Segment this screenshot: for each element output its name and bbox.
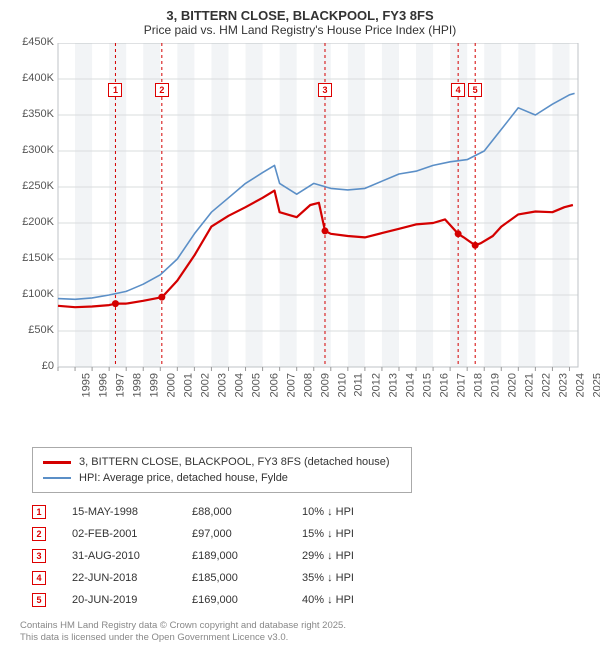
y-axis-label: £250K	[12, 180, 54, 192]
x-axis-label: 1996	[98, 373, 110, 397]
y-axis-label: £400K	[12, 72, 54, 84]
sale-date: 02-FEB-2001	[72, 528, 192, 540]
y-axis-label: £350K	[12, 108, 54, 120]
legend-swatch-blue	[43, 477, 71, 479]
footer-line2: This data is licensed under the Open Gov…	[20, 632, 346, 644]
sale-date: 20-JUN-2019	[72, 594, 192, 606]
sale-num-box: 3	[32, 549, 46, 563]
legend-row-red: 3, BITTERN CLOSE, BLACKPOOL, FY3 8FS (de…	[43, 454, 401, 470]
x-axis-label: 2023	[558, 373, 570, 397]
y-axis-label: £450K	[12, 36, 54, 48]
sale-row: 4 22-JUN-2018£185,00035% ↓ HPI	[32, 567, 588, 589]
title-block: 3, BITTERN CLOSE, BLACKPOOL, FY3 8FS Pri…	[12, 8, 588, 37]
x-axis-label: 2000	[166, 373, 178, 397]
legend-swatch-red	[43, 461, 71, 464]
sale-table: 1 15-MAY-1998£88,00010% ↓ HPI 2 02-FEB-2001…	[32, 501, 588, 611]
x-axis-label: 2024	[575, 373, 587, 397]
y-axis-label: £50K	[12, 324, 54, 336]
x-axis-label: 2007	[285, 373, 297, 397]
x-axis-label: 2006	[268, 373, 280, 397]
sale-row: 3 31-AUG-2010£189,00029% ↓ HPI	[32, 545, 588, 567]
x-axis-label: 2002	[200, 373, 212, 397]
x-axis-label: 2017	[456, 373, 468, 397]
sale-date: 15-MAY-1998	[72, 506, 192, 518]
x-axis-label: 2005	[251, 373, 263, 397]
y-axis-label: £300K	[12, 144, 54, 156]
sale-delta: 15% ↓ HPI	[302, 528, 402, 540]
sale-num-box: 1	[32, 505, 46, 519]
x-axis-label: 2015	[421, 373, 433, 397]
sale-price: £88,000	[192, 506, 302, 518]
sale-row: 2 02-FEB-2001£97,00015% ↓ HPI	[32, 523, 588, 545]
x-axis-label: 2014	[404, 373, 416, 397]
x-axis-label: 2025	[592, 373, 600, 397]
sale-delta: 40% ↓ HPI	[302, 594, 402, 606]
x-axis-label: 2013	[387, 373, 399, 397]
x-axis-label: 2010	[336, 373, 348, 397]
sale-marker-box: 4	[451, 83, 465, 97]
sale-num-box: 4	[32, 571, 46, 585]
sale-price: £97,000	[192, 528, 302, 540]
chart-area: 1 2 3 45 £0 £50K £100K £150K £200K £250K £300K £350…	[12, 43, 588, 403]
x-axis-label: 2019	[490, 373, 502, 397]
sale-delta: 29% ↓ HPI	[302, 550, 402, 562]
sale-marker-box: 2	[155, 83, 169, 97]
x-axis-label: 2009	[319, 373, 331, 397]
legend-label-blue: HPI: Average price, detached house, Fyld…	[79, 470, 288, 486]
legend-row-blue: HPI: Average price, detached house, Fyld…	[43, 470, 401, 486]
sale-marker-box: 5	[468, 83, 482, 97]
x-axis-label: 2001	[183, 373, 195, 397]
x-axis-label: 2021	[524, 373, 536, 397]
sale-num-box: 2	[32, 527, 46, 541]
legend-box: 3, BITTERN CLOSE, BLACKPOOL, FY3 8FS (de…	[32, 447, 412, 493]
x-axis-label: 2003	[217, 373, 229, 397]
title-main: 3, BITTERN CLOSE, BLACKPOOL, FY3 8FS	[12, 8, 588, 23]
x-axis-label: 1998	[132, 373, 144, 397]
sale-marker-box: 1	[108, 83, 122, 97]
sale-date: 22-JUN-2018	[72, 572, 192, 584]
chart-svg	[12, 43, 588, 403]
x-axis-label: 1995	[80, 373, 92, 397]
sale-row: 5 20-JUN-2019£169,00040% ↓ HPI	[32, 589, 588, 611]
sale-num-box: 5	[32, 593, 46, 607]
footer-line1: Contains HM Land Registry data © Crown c…	[20, 620, 346, 632]
sale-price: £169,000	[192, 594, 302, 606]
y-axis-label: £200K	[12, 216, 54, 228]
x-axis-label: 1999	[149, 373, 161, 397]
y-axis-label: £100K	[12, 288, 54, 300]
sale-price: £189,000	[192, 550, 302, 562]
x-axis-label: 1997	[115, 373, 127, 397]
x-axis-label: 2008	[302, 373, 314, 397]
title-sub: Price paid vs. HM Land Registry's House …	[12, 23, 588, 37]
legend-label-red: 3, BITTERN CLOSE, BLACKPOOL, FY3 8FS (de…	[79, 454, 390, 470]
sale-price: £185,000	[192, 572, 302, 584]
x-axis-label: 2022	[541, 373, 553, 397]
y-axis-label: £150K	[12, 252, 54, 264]
x-axis-label: 2016	[439, 373, 451, 397]
x-axis-label: 2018	[473, 373, 485, 397]
x-axis-label: 2020	[507, 373, 519, 397]
footer: Contains HM Land Registry data © Crown c…	[20, 620, 346, 644]
sale-date: 31-AUG-2010	[72, 550, 192, 562]
sale-marker-box: 3	[318, 83, 332, 97]
x-axis-label: 2011	[352, 373, 364, 397]
x-axis-label: 2012	[370, 373, 382, 397]
sale-row: 1 15-MAY-1998£88,00010% ↓ HPI	[32, 501, 588, 523]
sale-delta: 35% ↓ HPI	[302, 572, 402, 584]
y-axis-label: £0	[12, 360, 54, 372]
page-container: 3, BITTERN CLOSE, BLACKPOOL, FY3 8FS Pri…	[0, 0, 600, 650]
sale-delta: 10% ↓ HPI	[302, 506, 402, 518]
x-axis-label: 2004	[234, 373, 246, 397]
